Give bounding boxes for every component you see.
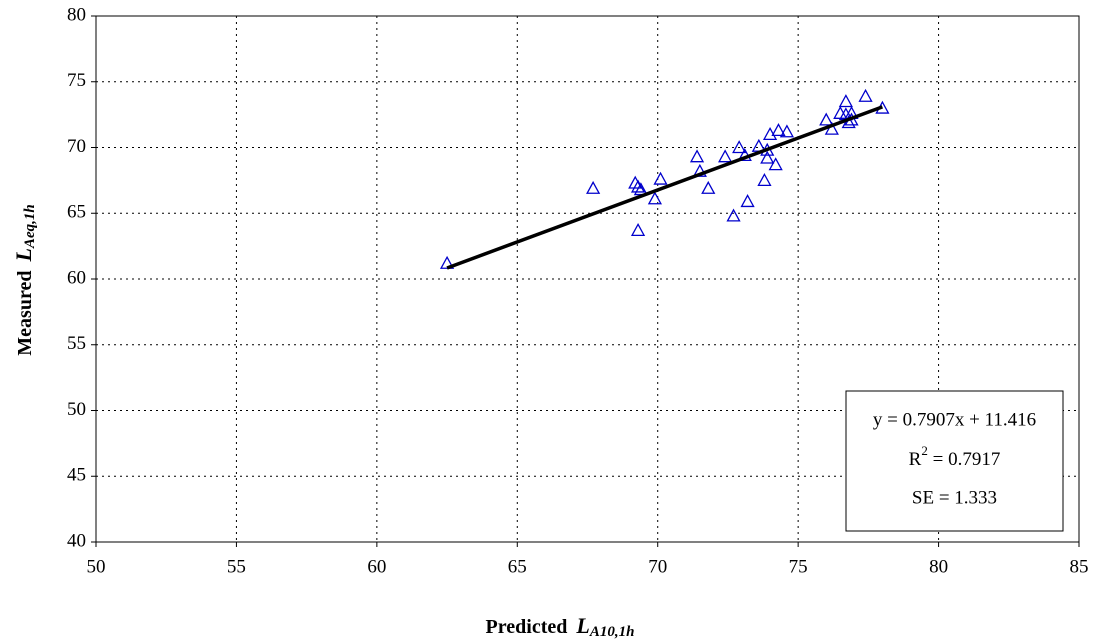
y-tick-label: 65 bbox=[67, 202, 86, 223]
point bbox=[762, 126, 778, 140]
y-tick-label: 40 bbox=[67, 530, 86, 551]
point bbox=[768, 157, 783, 171]
x-tick-label: 55 bbox=[227, 556, 246, 577]
point bbox=[833, 105, 848, 119]
x-title-symbol: L bbox=[575, 613, 589, 638]
y-tick-label: 75 bbox=[67, 70, 86, 91]
x-tick-label: 60 bbox=[367, 556, 386, 577]
point bbox=[740, 194, 755, 208]
trendline bbox=[446, 105, 884, 270]
r2-base: R bbox=[909, 449, 922, 470]
se-label: SE = 1.333 bbox=[912, 487, 997, 508]
x-tick-label: 65 bbox=[508, 556, 527, 577]
y-title-symbol: L bbox=[11, 248, 36, 262]
y-tick-label: 60 bbox=[67, 267, 86, 288]
x-tick-label: 85 bbox=[1070, 556, 1089, 577]
point bbox=[701, 180, 716, 194]
point bbox=[779, 124, 795, 138]
y-tick-label: 55 bbox=[67, 333, 86, 354]
point bbox=[819, 112, 834, 126]
point bbox=[760, 150, 775, 164]
r2-rest: = 0.7917 bbox=[928, 449, 1000, 470]
point bbox=[726, 208, 741, 222]
point bbox=[653, 171, 668, 185]
point bbox=[630, 222, 646, 236]
point bbox=[732, 140, 747, 154]
x-title-subscript: A10,1h bbox=[589, 624, 635, 640]
y-title-text: Measured bbox=[14, 271, 36, 356]
point bbox=[858, 88, 873, 102]
stats-box bbox=[845, 390, 1064, 532]
point bbox=[824, 121, 839, 135]
y-title-subscript: Aeq,1h bbox=[22, 204, 38, 249]
point bbox=[647, 191, 663, 205]
r2-exp: 2 bbox=[921, 443, 928, 458]
x-tick-label: 50 bbox=[87, 556, 106, 577]
equation: y = 0.7907x + 11.416 bbox=[873, 409, 1036, 430]
point bbox=[718, 149, 733, 163]
point bbox=[838, 94, 853, 108]
y-tick-label: 80 bbox=[67, 4, 86, 25]
y-tick-label: 45 bbox=[67, 465, 86, 486]
y-tick-label: 70 bbox=[67, 136, 86, 157]
x-axis-title: Predicted LA10,1h bbox=[486, 613, 635, 640]
point bbox=[771, 123, 786, 137]
x-title-text: Predicted bbox=[486, 616, 568, 638]
x-tick-label: 75 bbox=[789, 556, 808, 577]
point bbox=[630, 179, 646, 193]
point bbox=[757, 173, 772, 187]
x-tick-label: 80 bbox=[929, 556, 948, 577]
plot-frame bbox=[95, 15, 1080, 543]
point bbox=[439, 255, 455, 269]
point bbox=[689, 149, 705, 163]
y-axis-title: Measured LAeq,1h bbox=[11, 204, 38, 355]
y-tick-label: 50 bbox=[67, 399, 86, 420]
point bbox=[586, 180, 601, 194]
r2-label: R2 = 0.7917 bbox=[909, 443, 1001, 470]
x-tick-label: 70 bbox=[648, 556, 667, 577]
